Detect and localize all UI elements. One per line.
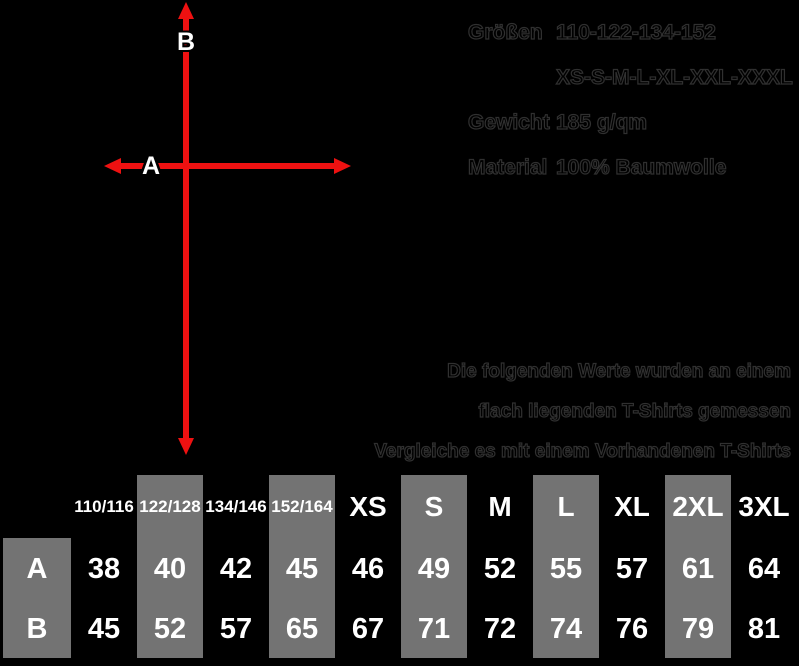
info-value: 100% Baumwolle	[555, 155, 727, 179]
measurement-cell: 61	[665, 538, 731, 600]
size-header: 122/128	[137, 475, 203, 538]
size-header: 110/116	[74, 496, 134, 516]
measurement-cell: 76	[615, 612, 649, 645]
info-label: Material	[467, 155, 548, 179]
measurement-cell: 52	[137, 600, 203, 658]
measurement-cell: 46	[351, 552, 385, 585]
measurement-cell: 45	[87, 612, 121, 645]
product-info-block: Größen 110-122-134-152 XS-S-M-L-XL-XXL-X…	[467, 20, 793, 201]
note-line: Die folgenden Werte wurden an einem	[447, 360, 792, 382]
measurement-cell: 49	[401, 538, 467, 600]
width-arrow-a	[104, 158, 351, 174]
info-row-sizes: Größen 110-122-134-152	[467, 20, 793, 66]
measurement-cell: 64	[747, 552, 781, 585]
measurement-cell: 72	[483, 612, 517, 645]
info-row-weight: Gewicht 185 g/qm	[467, 110, 793, 156]
measurement-note: Die folgenden Werte wurden an einem flac…	[374, 352, 792, 472]
row-label-a: A	[0, 538, 71, 600]
info-row-sizes-letters: XS-S-M-L-XL-XXL-XXXL	[468, 65, 793, 111]
measurement-cell: 71	[401, 600, 467, 658]
measurement-cell: 52	[483, 552, 517, 585]
measurement-cell: 40	[137, 538, 203, 600]
measurement-cell: 42	[219, 552, 253, 585]
size-table-corner	[0, 475, 71, 538]
size-header: M	[488, 490, 512, 522]
size-header: S	[401, 475, 467, 538]
measurement-cell: 74	[533, 600, 599, 658]
size-header: XL	[614, 490, 650, 522]
measurement-cell: 79	[665, 600, 731, 658]
measurement-cell: 57	[615, 552, 649, 585]
size-header: 134/146	[205, 496, 267, 516]
measurement-cell: 45	[269, 538, 335, 600]
info-value: 185 g/qm	[555, 110, 648, 134]
size-header: L	[533, 475, 599, 538]
measurement-cell: 65	[269, 600, 335, 658]
row-label-b: B	[0, 600, 71, 658]
note-line: Vergleiche es mit einem Vorhandenen T-Sh…	[374, 440, 792, 462]
info-label: Größen	[467, 20, 543, 44]
measurement-cell: 38	[87, 552, 121, 585]
info-label: Gewicht	[467, 110, 550, 134]
measurement-cell: 57	[219, 612, 253, 645]
info-value: XS-S-M-L-XL-XXL-XXXL	[555, 65, 793, 89]
height-arrow-b	[178, 2, 194, 455]
width-axis-label: A	[141, 152, 161, 180]
measurement-cell: 55	[533, 538, 599, 600]
height-axis-label: B	[176, 28, 196, 56]
measurement-cell: 67	[351, 612, 385, 645]
size-header: 2XL	[665, 475, 731, 538]
info-value: 110-122-134-152	[555, 20, 716, 44]
note-line: flach liegenden T-Shirts gemessen	[478, 400, 792, 422]
size-table: 110/116 122/128 134/146 152/164 XS S M L…	[0, 475, 797, 658]
info-row-material: Material 100% Baumwolle	[467, 155, 793, 201]
size-header: 3XL	[738, 490, 790, 522]
size-header: XS	[349, 490, 387, 522]
size-header: 152/164	[269, 475, 335, 538]
measurement-cell: 81	[747, 612, 781, 645]
